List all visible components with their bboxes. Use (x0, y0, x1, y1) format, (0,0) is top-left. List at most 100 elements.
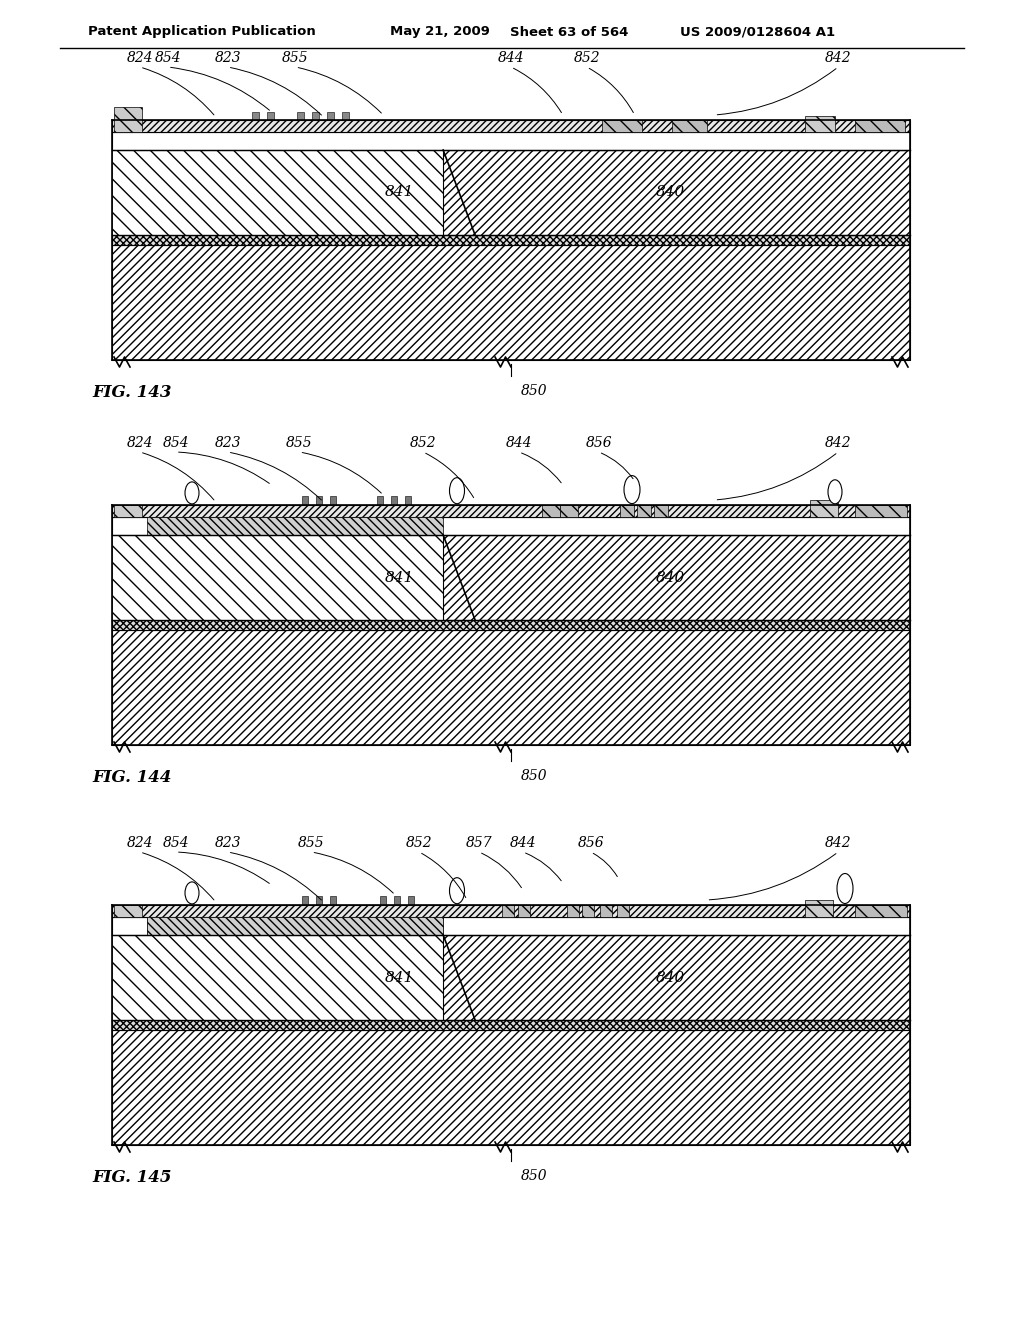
Text: 855: 855 (287, 436, 313, 450)
Bar (297, 112, 304, 120)
Bar (620, 506, 634, 517)
Bar (114, 906, 142, 917)
Bar (582, 906, 594, 917)
Text: 842: 842 (825, 51, 852, 65)
Bar (316, 496, 322, 506)
Bar (805, 116, 835, 132)
Bar (408, 896, 414, 906)
Bar (380, 896, 386, 906)
Ellipse shape (624, 475, 640, 504)
Bar (654, 506, 668, 517)
Bar (443, 535, 910, 620)
Text: 850: 850 (521, 384, 548, 399)
Text: 840: 840 (656, 970, 685, 985)
Text: FIG. 145: FIG. 145 (92, 1170, 171, 1185)
Text: 857: 857 (466, 836, 493, 850)
Bar (112, 917, 910, 935)
Text: 855: 855 (283, 51, 309, 65)
Bar (672, 120, 707, 132)
Bar (391, 496, 397, 506)
Text: 824: 824 (127, 436, 154, 450)
Text: 823: 823 (214, 836, 241, 850)
Text: 841: 841 (385, 570, 414, 585)
Bar (342, 112, 349, 120)
Bar (377, 496, 383, 506)
Bar (112, 535, 443, 620)
Bar (394, 896, 400, 906)
Text: 823: 823 (214, 51, 241, 65)
Text: Patent Application Publication: Patent Application Publication (88, 25, 315, 38)
Bar (112, 120, 910, 132)
Text: 855: 855 (298, 836, 325, 850)
Text: 856: 856 (586, 436, 612, 450)
Text: May 21, 2009: May 21, 2009 (390, 25, 489, 38)
Ellipse shape (185, 482, 199, 504)
Bar (114, 506, 142, 517)
Text: US 2009/0128604 A1: US 2009/0128604 A1 (680, 25, 836, 38)
Bar (443, 935, 910, 1020)
Ellipse shape (450, 478, 465, 504)
Bar (112, 1030, 910, 1144)
Bar (542, 506, 560, 517)
Bar (600, 906, 612, 917)
Text: 854: 854 (163, 436, 189, 450)
Bar (327, 112, 334, 120)
Ellipse shape (828, 479, 842, 504)
Text: 841: 841 (385, 970, 414, 985)
Bar (518, 906, 530, 917)
Bar (112, 630, 910, 744)
Bar (112, 246, 910, 360)
Bar (316, 896, 322, 906)
Text: 850: 850 (521, 770, 548, 783)
Bar (855, 120, 905, 132)
Bar (147, 917, 443, 935)
Text: FIG. 144: FIG. 144 (92, 770, 171, 785)
Bar (312, 112, 319, 120)
Bar (302, 496, 308, 506)
Ellipse shape (450, 878, 465, 904)
Bar (112, 1020, 910, 1030)
Text: 840: 840 (656, 570, 685, 585)
Text: 854: 854 (163, 836, 189, 850)
Text: 844: 844 (506, 436, 532, 450)
Bar (617, 906, 629, 917)
Bar (805, 900, 833, 917)
Bar (267, 112, 274, 120)
Bar (502, 906, 514, 917)
Bar (406, 496, 411, 506)
Bar (637, 506, 651, 517)
Bar (443, 150, 910, 235)
Text: 852: 852 (406, 836, 432, 850)
Text: 854: 854 (155, 51, 181, 65)
Text: 844: 844 (510, 836, 537, 850)
Text: 852: 852 (573, 51, 600, 65)
Text: 840: 840 (656, 186, 685, 199)
Bar (330, 896, 336, 906)
Text: 844: 844 (498, 51, 524, 65)
Ellipse shape (185, 882, 199, 904)
Text: 824: 824 (127, 836, 154, 850)
Text: 852: 852 (410, 436, 436, 450)
Text: Sheet 63 of 564: Sheet 63 of 564 (510, 25, 629, 38)
Bar (147, 917, 443, 935)
Text: 842: 842 (825, 436, 852, 450)
Bar (567, 906, 579, 917)
Bar (810, 500, 838, 517)
Bar (112, 935, 443, 1020)
Bar (147, 517, 443, 535)
Text: 824: 824 (127, 51, 154, 65)
Bar (112, 517, 910, 535)
Bar (112, 620, 910, 630)
Text: 842: 842 (825, 836, 852, 850)
Bar (112, 506, 910, 517)
Bar (560, 506, 578, 517)
Bar (302, 896, 308, 906)
Bar (252, 112, 259, 120)
Bar (112, 906, 910, 917)
Bar (114, 107, 142, 132)
Text: 850: 850 (521, 1170, 548, 1183)
Bar (330, 496, 336, 506)
Bar (112, 235, 910, 246)
Bar (855, 506, 907, 517)
Text: 841: 841 (385, 186, 414, 199)
